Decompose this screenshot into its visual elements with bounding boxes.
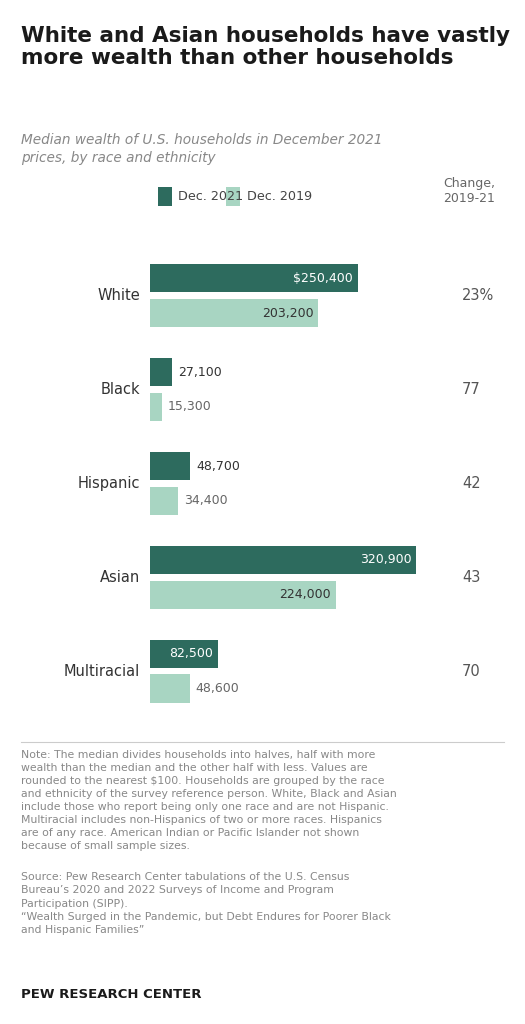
Text: 42: 42 xyxy=(462,476,480,490)
Text: Source: Pew Research Center tabulations of the U.S. Census
Bureau’s 2020 and 202: Source: Pew Research Center tabulations … xyxy=(21,872,391,935)
Text: $250,400: $250,400 xyxy=(293,271,353,285)
Text: 82,500: 82,500 xyxy=(169,647,213,660)
Text: Dec. 2019: Dec. 2019 xyxy=(247,190,312,203)
Bar xyxy=(150,299,319,327)
Bar xyxy=(150,264,358,293)
Text: 15,300: 15,300 xyxy=(168,400,212,414)
Text: 23%: 23% xyxy=(462,288,494,303)
Text: 34,400: 34,400 xyxy=(184,495,228,507)
Bar xyxy=(150,358,172,386)
Text: White and Asian households have vastly
more wealth than other households: White and Asian households have vastly m… xyxy=(21,26,510,68)
Bar xyxy=(150,640,218,668)
Bar xyxy=(150,486,178,515)
Text: Black: Black xyxy=(101,382,140,397)
Text: 77: 77 xyxy=(462,382,481,397)
Text: Asian: Asian xyxy=(100,569,140,585)
Text: Note: The median divides households into halves, half with more
wealth than the : Note: The median divides households into… xyxy=(21,750,397,851)
Text: 27,100: 27,100 xyxy=(178,366,222,379)
Text: 320,900: 320,900 xyxy=(360,553,411,566)
Text: White: White xyxy=(98,288,140,303)
Text: PEW RESEARCH CENTER: PEW RESEARCH CENTER xyxy=(21,988,202,1001)
Text: 48,700: 48,700 xyxy=(196,460,240,472)
Text: 43: 43 xyxy=(462,569,480,585)
Text: Dec. 2021: Dec. 2021 xyxy=(178,190,244,203)
Bar xyxy=(150,675,190,702)
Bar xyxy=(150,546,416,574)
Text: Change,
2019-21: Change, 2019-21 xyxy=(444,177,496,206)
Text: 70: 70 xyxy=(462,664,481,679)
Text: Multiracial: Multiracial xyxy=(64,664,140,679)
Text: 224,000: 224,000 xyxy=(279,588,331,601)
Bar xyxy=(150,581,336,608)
Text: 48,600: 48,600 xyxy=(196,682,239,695)
Bar xyxy=(150,452,190,480)
Text: Hispanic: Hispanic xyxy=(78,476,140,490)
Text: Median wealth of U.S. households in December 2021
prices, by race and ethnicity: Median wealth of U.S. households in Dece… xyxy=(21,133,382,165)
Text: 203,200: 203,200 xyxy=(262,306,313,319)
Bar xyxy=(150,393,162,421)
